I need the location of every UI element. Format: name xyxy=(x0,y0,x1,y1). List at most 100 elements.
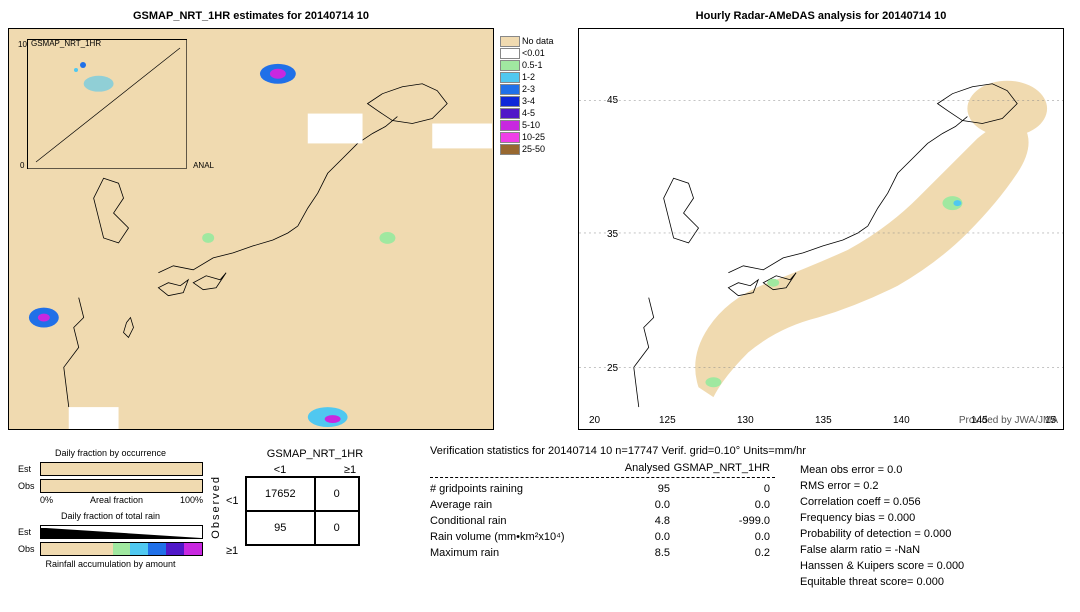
axis-0: 0% xyxy=(40,495,53,505)
axis-mid: Areal fraction xyxy=(90,495,143,505)
rtick35: 35 xyxy=(607,229,618,240)
rtickx145: 145 xyxy=(971,415,988,426)
inset-box: GSMAP_NRT_1HR ANAL 0 10 xyxy=(27,39,187,169)
obs-label1: Obs xyxy=(18,481,36,491)
cont-title: GSMAP_NRT_1HR xyxy=(245,448,385,460)
stats-row: Average rain0.00.0 xyxy=(430,497,775,513)
metric-line: Correlation coeff = 0.056 xyxy=(800,494,964,510)
stats-label: # gridpoints raining xyxy=(430,481,600,497)
rain-seg xyxy=(113,543,131,555)
legend-label: 5-10 xyxy=(522,120,540,130)
stats-row: Conditional rain4.8-999.0 xyxy=(430,513,775,529)
rtick45: 45 xyxy=(607,95,618,106)
stats-row: Maximum rain8.50.2 xyxy=(430,545,775,561)
legend-swatch xyxy=(500,60,520,71)
est-bar1 xyxy=(40,462,203,476)
metric-line: Equitable threat score= 0.000 xyxy=(800,574,964,590)
stats-row: # gridpoints raining950 xyxy=(430,481,775,497)
legend-label: No data xyxy=(522,36,554,46)
stats-b: 0 xyxy=(670,481,770,497)
rain-seg xyxy=(148,543,166,555)
c00: 17652 xyxy=(246,477,315,511)
stats-table-block: Analysed GSMAP_NRT_1HR # gridpoints rain… xyxy=(430,462,775,561)
color-legend: No data<0.010.5-1 1-2 2-3 3-4 4-5 5-1010-2525… xyxy=(500,35,570,155)
right-map-svg xyxy=(579,29,1063,429)
cont-row0: <1 xyxy=(226,495,239,507)
stats-label: Average rain xyxy=(430,497,600,513)
rain-seg xyxy=(130,543,148,555)
c11: 0 xyxy=(315,511,359,545)
legend-label: 3-4 xyxy=(522,96,535,106)
observed-label: Observed xyxy=(210,475,222,539)
left-map-panel: GSMAP_NRT_1HR ANAL 0 10 xyxy=(8,28,494,430)
rtickx125: 125 xyxy=(659,415,676,426)
stats-header: Verification statistics for 20140714 10 … xyxy=(430,445,806,457)
rtickx120: 20 xyxy=(589,415,600,426)
legend-swatch xyxy=(500,120,520,131)
axis-100: 100% xyxy=(180,495,203,505)
contingency-block: GSMAP_NRT_1HR <1 ≥1 176520 950 xyxy=(245,448,385,546)
stats-a: 0.0 xyxy=(600,529,670,545)
stats-a: 95 xyxy=(600,481,670,497)
bar-caption: Rainfall accumulation by amount xyxy=(18,559,203,569)
obs-bar2 xyxy=(40,542,203,556)
est-label2: Est xyxy=(18,527,36,537)
inset-label: GSMAP_NRT_1HR xyxy=(31,39,101,48)
legend-row: <0.01 xyxy=(500,47,570,59)
metric-line: RMS error = 0.2 xyxy=(800,478,964,494)
rtick25: 25 xyxy=(607,363,618,374)
cont-row1: ≥1 xyxy=(226,545,238,557)
right-map-title: Hourly Radar-AMeDAS analysis for 2014071… xyxy=(578,10,1064,22)
legend-label: 4-5 xyxy=(522,108,535,118)
legend-row: 0.5-1 xyxy=(500,59,570,71)
stats-a: 8.5 xyxy=(600,545,670,561)
ity10: 10 xyxy=(18,40,27,49)
bar-section: Daily fraction by occurrence Est Obs 0% … xyxy=(18,448,203,569)
stats-b: 0.2 xyxy=(670,545,770,561)
bar-title1: Daily fraction by occurrence xyxy=(18,448,203,458)
legend-row: 4-5 xyxy=(500,107,570,119)
inset-anal: ANAL xyxy=(193,161,214,170)
legend-row: 10-25 xyxy=(500,131,570,143)
metric-line: Probability of detection = 0.000 xyxy=(800,526,964,542)
legend-label: 0.5-1 xyxy=(522,60,543,70)
legend-row: 1-2 xyxy=(500,71,570,83)
legend-swatch xyxy=(500,144,520,155)
bar-title2: Daily fraction of total rain xyxy=(18,511,203,521)
legend-label: 2-3 xyxy=(522,84,535,94)
est-bar2 xyxy=(40,525,203,539)
legend-label: 25-50 xyxy=(522,144,545,154)
stats-label: Rain volume (mm•km²x10⁴) xyxy=(430,529,600,545)
metric-line: Hanssen & Kuipers score = 0.000 xyxy=(800,558,964,574)
legend-swatch xyxy=(500,132,520,143)
rain-seg xyxy=(184,543,202,555)
legend-swatch xyxy=(500,108,520,119)
metrics-list: Mean obs error = 0.0RMS error = 0.2Corre… xyxy=(800,462,964,590)
obs-bar1 xyxy=(40,479,203,493)
cont-col0: <1 xyxy=(245,464,315,476)
stats-label: Conditional rain xyxy=(430,513,600,529)
legend-row: 5-10 xyxy=(500,119,570,131)
metric-line: False alarm ratio = -NaN xyxy=(800,542,964,558)
legend-swatch xyxy=(500,96,520,107)
legend-row: No data xyxy=(500,35,570,47)
rtickx150: 15 xyxy=(1045,415,1056,426)
stats-a: 4.8 xyxy=(600,513,670,529)
rtickx130: 130 xyxy=(737,415,754,426)
left-map-title: GSMAP_NRT_1HR estimates for 20140714 10 xyxy=(8,10,494,22)
metric-line: Mean obs error = 0.0 xyxy=(800,462,964,478)
legend-swatch xyxy=(500,36,520,47)
cont-col1: ≥1 xyxy=(315,464,385,476)
legend-label: 1-2 xyxy=(522,72,535,82)
legend-swatch xyxy=(500,48,520,59)
rtickx135: 135 xyxy=(815,415,832,426)
metric-line: Frequency bias = 0.000 xyxy=(800,510,964,526)
stats-b: 0.0 xyxy=(670,529,770,545)
stats-row: Rain volume (mm•km²x10⁴)0.00.0 xyxy=(430,529,775,545)
obs-label2: Obs xyxy=(18,544,36,554)
c01: 0 xyxy=(315,477,359,511)
rain-seg xyxy=(41,543,113,555)
inset-svg xyxy=(28,40,188,170)
it0: 0 xyxy=(20,161,24,170)
legend-row: 2-3 xyxy=(500,83,570,95)
